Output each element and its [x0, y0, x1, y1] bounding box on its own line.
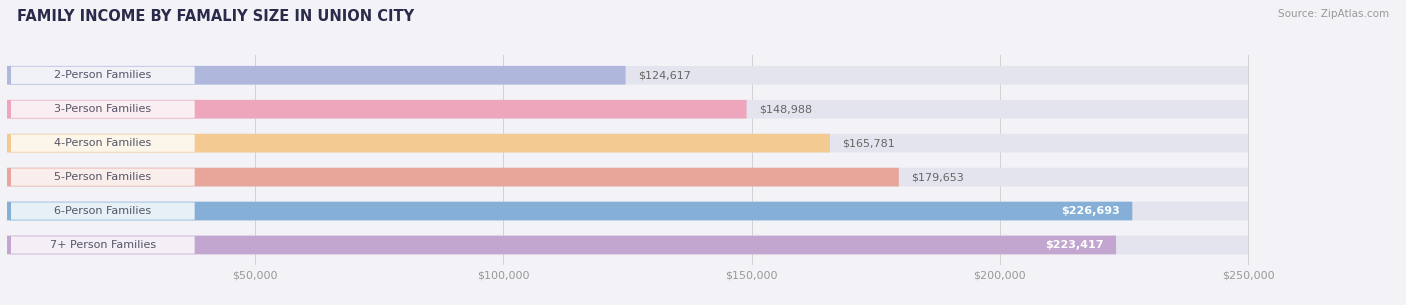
FancyBboxPatch shape: [11, 203, 194, 220]
Text: 3-Person Families: 3-Person Families: [55, 104, 152, 114]
FancyBboxPatch shape: [7, 66, 626, 84]
Text: 2-Person Families: 2-Person Families: [55, 70, 152, 80]
FancyBboxPatch shape: [7, 168, 898, 186]
FancyBboxPatch shape: [7, 168, 1249, 186]
FancyBboxPatch shape: [7, 100, 747, 119]
FancyBboxPatch shape: [11, 135, 194, 152]
Text: 6-Person Families: 6-Person Families: [55, 206, 152, 216]
Text: $124,617: $124,617: [638, 70, 690, 80]
FancyBboxPatch shape: [7, 236, 1116, 254]
FancyBboxPatch shape: [7, 134, 830, 152]
FancyBboxPatch shape: [7, 100, 1249, 119]
Text: $226,693: $226,693: [1062, 206, 1121, 216]
FancyBboxPatch shape: [7, 134, 1249, 152]
FancyBboxPatch shape: [7, 202, 1132, 221]
Text: $165,781: $165,781: [842, 138, 896, 148]
Text: 7+ Person Families: 7+ Person Families: [49, 240, 156, 250]
Text: 5-Person Families: 5-Person Families: [55, 172, 152, 182]
FancyBboxPatch shape: [7, 66, 1249, 84]
FancyBboxPatch shape: [11, 66, 194, 84]
FancyBboxPatch shape: [7, 236, 1249, 254]
FancyBboxPatch shape: [11, 101, 194, 118]
Text: 4-Person Families: 4-Person Families: [55, 138, 152, 148]
FancyBboxPatch shape: [7, 202, 1249, 221]
Text: FAMILY INCOME BY FAMALIY SIZE IN UNION CITY: FAMILY INCOME BY FAMALIY SIZE IN UNION C…: [17, 9, 413, 24]
Text: $148,988: $148,988: [759, 104, 813, 114]
FancyBboxPatch shape: [11, 236, 194, 254]
FancyBboxPatch shape: [11, 168, 194, 186]
Text: $223,417: $223,417: [1045, 240, 1104, 250]
Text: $179,653: $179,653: [911, 172, 965, 182]
Text: Source: ZipAtlas.com: Source: ZipAtlas.com: [1278, 9, 1389, 19]
